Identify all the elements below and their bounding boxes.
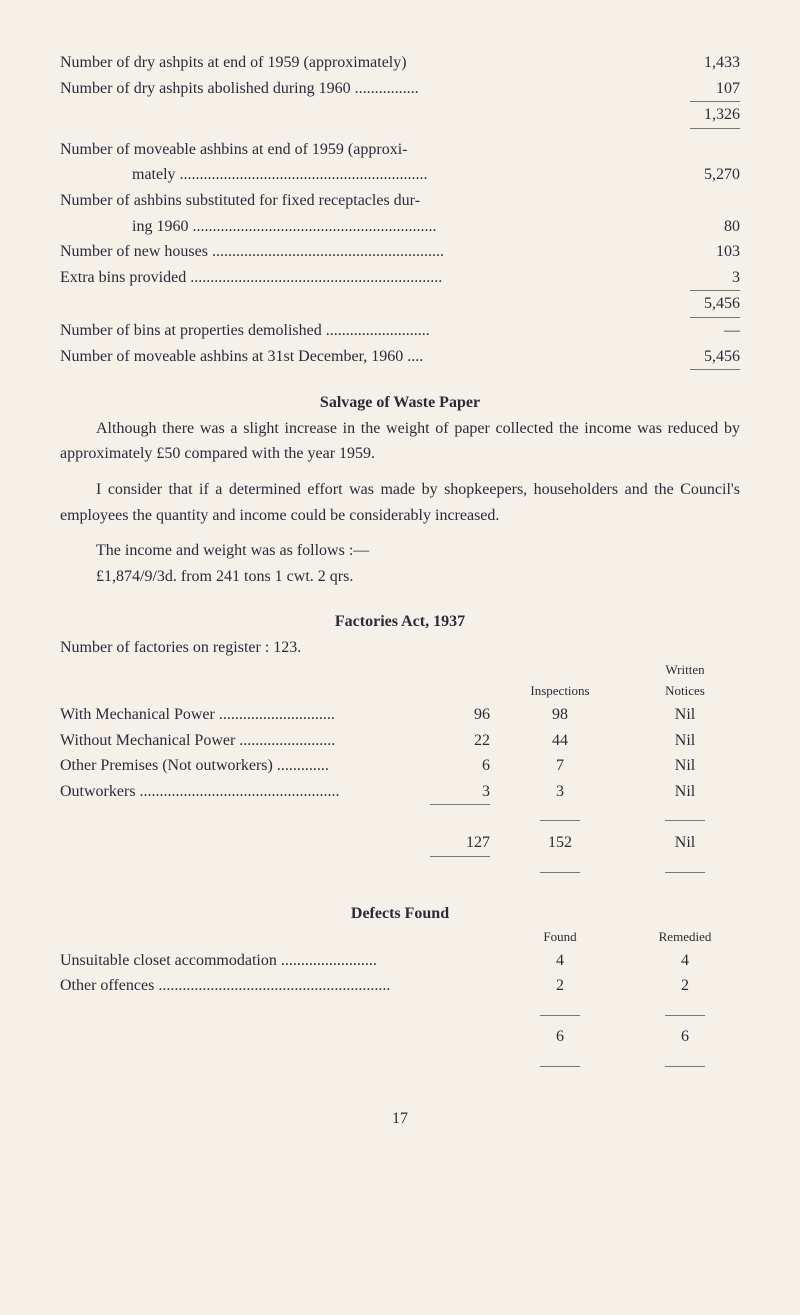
stat-value: 5,270: [660, 162, 740, 188]
row-label: Unsuitable closet accommodation ........…: [60, 948, 430, 974]
stat-label-cont: ing 1960 ...............................…: [60, 214, 660, 240]
total-value: 1,326: [660, 102, 740, 128]
stat-label-cont: mately .................................…: [60, 162, 660, 188]
total-row: 1,326: [60, 102, 740, 128]
salvage-p3: The income and weight was as follows :—: [60, 538, 740, 564]
stat-row: Extra bins provided ....................…: [60, 265, 740, 291]
stat-row: Number of bins at properties demolished …: [60, 318, 740, 344]
stat-label: Number of new houses ...................…: [60, 239, 660, 265]
defects-row: Other offences .........................…: [60, 973, 740, 999]
stat-value: 107: [660, 76, 740, 102]
factories-rule-row: [60, 804, 740, 830]
salvage-p1: Although there was a slight increase in …: [60, 416, 740, 467]
col-remedied: Remedied: [630, 927, 740, 948]
row-count: 22: [430, 728, 490, 754]
row-notices: Nil: [630, 728, 740, 754]
row-remedied: 2: [630, 973, 740, 999]
total-found: 6: [490, 1024, 630, 1050]
factories-head-row: Written: [60, 660, 740, 681]
stat-label: Extra bins provided ....................…: [60, 265, 660, 291]
stat-label: Number of bins at properties demolished …: [60, 318, 660, 344]
row-label: Other offences .........................…: [60, 973, 430, 999]
total-value: 5,456: [660, 291, 740, 317]
row-label: Without Mechanical Power ...............…: [60, 728, 430, 754]
total-c3: 152: [490, 830, 630, 856]
stat-row: Number of dry ashpits abolished during 1…: [60, 76, 740, 102]
row-inspections: 98: [490, 702, 630, 728]
factories-row: Without Mechanical Power ...............…: [60, 728, 740, 754]
stat-row: Number of moveable ashbins at 31st Decem…: [60, 344, 740, 370]
row-count: 6: [430, 753, 490, 779]
row-inspections: 44: [490, 728, 630, 754]
stat-label: Number of moveable ashbins at end of 195…: [60, 137, 660, 163]
salvage-header: Salvage of Waste Paper: [60, 390, 740, 416]
row-inspections: 3: [490, 779, 630, 805]
stat-label: Number of dry ashpits at end of 1959 (ap…: [60, 50, 660, 76]
row-count: 3: [430, 779, 490, 805]
stat-value: 5,456: [660, 344, 740, 370]
row-inspections: 7: [490, 753, 630, 779]
row-remedied: 4: [630, 948, 740, 974]
row-label: With Mechanical Power ..................…: [60, 702, 430, 728]
factories-row: With Mechanical Power ..................…: [60, 702, 740, 728]
stat-label: Number of dry ashpits abolished during 1…: [60, 76, 660, 102]
stat-row: Number of new houses ...................…: [60, 239, 740, 265]
row-notices: Nil: [630, 753, 740, 779]
stat-value: 3: [660, 265, 740, 291]
row-count: 96: [430, 702, 490, 728]
col-found: Found: [490, 927, 630, 948]
factories-total-row: 127 152 Nil: [60, 830, 740, 856]
stat-label: Number of moveable ashbins at 31st Decem…: [60, 344, 660, 370]
total-c2: 127: [430, 830, 490, 856]
factories-row: Outworkers .............................…: [60, 779, 740, 805]
defects-row: Unsuitable closet accommodation ........…: [60, 948, 740, 974]
stat-row-multi: Number of ashbins substituted for fixed …: [60, 188, 740, 239]
row-notices: Nil: [630, 779, 740, 805]
row-label: Other Premises (Not outworkers) ........…: [60, 753, 430, 779]
total-remedied: 6: [630, 1024, 740, 1050]
total-c4: Nil: [630, 830, 740, 856]
total-row: 5,456: [60, 291, 740, 317]
defects-total-row: 6 6: [60, 1024, 740, 1050]
salvage-p2: I consider that if a determined effort w…: [60, 477, 740, 528]
factories-rule-row: [60, 856, 740, 882]
factories-intro: Number of factories on register : 123.: [60, 635, 740, 661]
row-notices: Nil: [630, 702, 740, 728]
row-label: Outworkers .............................…: [60, 779, 430, 805]
stat-row-multi: Number of moveable ashbins at end of 195…: [60, 137, 740, 188]
defects-header: Defects Found: [60, 901, 740, 927]
stat-value: 103: [660, 239, 740, 265]
factories-head-row: Inspections Notices: [60, 681, 740, 702]
stat-value: 1,433: [660, 50, 740, 76]
defects-head-row: Found Remedied: [60, 927, 740, 948]
defects-rule-row: [60, 999, 740, 1025]
col-notices: Notices: [630, 681, 740, 702]
row-found: 4: [490, 948, 630, 974]
stat-label: Number of ashbins substituted for fixed …: [60, 188, 660, 214]
col-written: Written: [630, 660, 740, 681]
factories-header: Factories Act, 1937: [60, 609, 740, 635]
stat-row: Number of dry ashpits at end of 1959 (ap…: [60, 50, 740, 76]
factories-row: Other Premises (Not outworkers) ........…: [60, 753, 740, 779]
row-found: 2: [490, 973, 630, 999]
rule: [690, 369, 740, 370]
page-number: 17: [60, 1106, 740, 1132]
col-inspections: Inspections: [490, 681, 630, 702]
stat-value: —: [660, 318, 740, 344]
salvage-p4: £1,874/9/3d. from 241 tons 1 cwt. 2 qrs.: [60, 564, 740, 590]
defects-rule-row: [60, 1050, 740, 1076]
stat-value: 80: [660, 214, 740, 240]
